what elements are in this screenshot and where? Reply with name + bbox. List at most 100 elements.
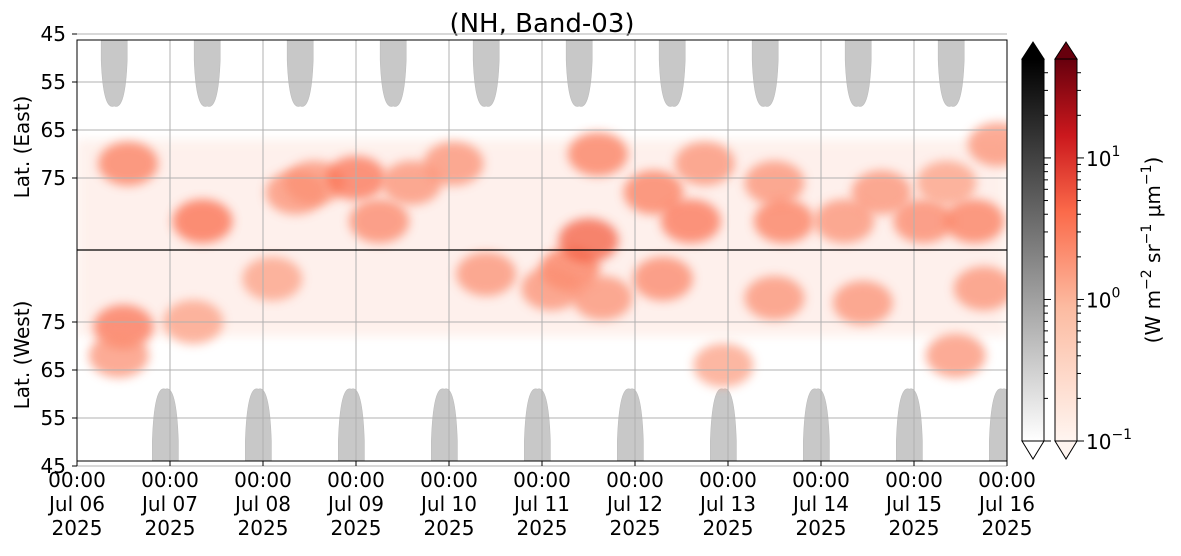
y-tick-labels: 45 55 65 75 75 65 55 45 — [41, 22, 77, 478]
x-tick-0: 00:00 Jul 06 2025 — [47, 468, 106, 540]
night-region-east-1 — [193, 40, 221, 107]
x-tick-0-line-1: Jul 06 — [47, 492, 105, 516]
y-tick-east-3: 75 — [41, 166, 66, 190]
activity-blob-17 — [558, 218, 619, 263]
activity-blob-20 — [674, 141, 735, 186]
x-tick-3-line-0: 00:00 — [327, 468, 385, 492]
x-tick-0-line-2: 2025 — [52, 516, 103, 540]
x-tick-4: 00:00 Jul 10 2025 — [419, 468, 478, 540]
colorbar-tick-base-1: 10 — [1086, 288, 1111, 312]
activity-blob-0 — [98, 141, 159, 186]
y-tick-west-2: 55 — [41, 406, 66, 430]
y-label-west: Lat. (West) — [10, 301, 34, 410]
activity-blob-34 — [967, 122, 1007, 167]
x-tick-3-line-2: 2025 — [331, 516, 382, 540]
x-tick-9-line-2: 2025 — [889, 516, 940, 540]
x-tick-8-line-0: 00:00 — [792, 468, 850, 492]
activity-blob-29 — [893, 199, 954, 244]
activity-blob-21 — [632, 256, 693, 301]
colorbar-tick-label-2: 10−1 — [1086, 427, 1132, 454]
activity-blob-22 — [693, 343, 754, 388]
x-tick-7-line-0: 00:00 — [699, 468, 757, 492]
activity-blob-23 — [744, 160, 805, 205]
activity-blob-18 — [623, 170, 684, 215]
activity-blob-9 — [349, 199, 410, 244]
x-tick-2: 00:00 Jul 08 2025 — [233, 468, 292, 540]
colorbar-tick-base-2: 10 — [1086, 430, 1111, 454]
x-tick-6-line-2: 2025 — [610, 516, 661, 540]
x-tick-3-line-1: Jul 09 — [326, 492, 384, 516]
activity-blob-15 — [572, 276, 633, 320]
night-region-east-0 — [100, 40, 128, 107]
x-tick-7: 00:00 Jul 13 2025 — [698, 468, 757, 540]
activity-blob-27 — [832, 280, 893, 325]
activity-blob-30 — [916, 160, 977, 205]
colorbar-gray-bottom-arrow — [1021, 440, 1045, 460]
night-region-east-2 — [286, 40, 314, 107]
x-tick-10-line-0: 00:00 — [978, 468, 1036, 492]
activity-blob-6 — [242, 256, 303, 301]
colorbar-reds-body — [1054, 58, 1078, 442]
night-region-east-9 — [937, 40, 965, 107]
x-tick-1-line-0: 00:00 — [141, 468, 199, 492]
colorbar-gray — [1021, 41, 1045, 460]
x-tick-1-line-2: 2025 — [145, 516, 196, 540]
colorbar-label-main: (W m — [1141, 290, 1165, 343]
x-tick-5-line-1: Jul 11 — [512, 492, 570, 516]
y-tick-east-1: 55 — [41, 70, 66, 94]
x-tick-10-line-2: 2025 — [982, 516, 1033, 540]
colorbar-label-mu: μm — [1141, 185, 1165, 224]
x-tick-5: 00:00 Jul 11 2025 — [512, 468, 571, 540]
x-tick-7-line-1: Jul 13 — [698, 492, 756, 516]
colorbar-label-exp3: −1 — [1139, 164, 1155, 185]
night-region-east-5 — [565, 40, 593, 107]
activity-blob-26 — [814, 199, 875, 244]
x-tick-7-line-2: 2025 — [703, 516, 754, 540]
y-tick-east-0: 45 — [41, 22, 66, 46]
activity-blob-33 — [953, 266, 1007, 311]
x-tick-1: 00:00 Jul 07 2025 — [140, 468, 199, 540]
activity-blob-2 — [88, 333, 149, 378]
x-tick-5-line-0: 00:00 — [513, 468, 571, 492]
night-region-east-8 — [844, 40, 872, 107]
y-tick-west-3: 45 — [41, 454, 66, 478]
y-tick-west-0: 75 — [41, 310, 66, 334]
colorbar-tick-label-0: 101 — [1086, 144, 1120, 171]
activity-blob-25 — [753, 199, 814, 244]
x-tick-9: 00:00 Jul 15 2025 — [884, 468, 943, 540]
night-regions — [100, 40, 1007, 461]
x-tick-4-line-2: 2025 — [424, 516, 475, 540]
night-region-east-7 — [751, 40, 779, 107]
x-tick-3: 00:00 Jul 09 2025 — [326, 468, 385, 540]
activity-blob-28 — [851, 170, 912, 215]
x-tick-8-line-2: 2025 — [796, 516, 847, 540]
colorbar-label-close: ) — [1141, 157, 1165, 165]
colorbar-label-exp2: −1 — [1139, 224, 1155, 245]
colorbar-gray-body — [1021, 58, 1045, 442]
colorbar-label-exp1: −2 — [1139, 269, 1155, 290]
colorbar-tick-exp-1: 0 — [1111, 285, 1120, 301]
colorbar-label-sr: sr — [1141, 244, 1165, 270]
x-tick-9-line-1: Jul 15 — [884, 492, 942, 516]
colorbar-tick-base-0: 10 — [1086, 147, 1111, 171]
x-tick-4-line-0: 00:00 — [420, 468, 478, 492]
y-tick-west-1: 65 — [41, 358, 66, 382]
x-tick-6-line-1: Jul 12 — [605, 492, 663, 516]
activity-blob-14 — [521, 266, 582, 311]
y-tick-east-2: 65 — [41, 118, 66, 142]
y-label-east: Lat. (East) — [10, 96, 34, 199]
colorbar-tick-label-1: 100 — [1086, 285, 1120, 312]
x-tick-8-line-1: Jul 14 — [791, 492, 849, 516]
x-tick-4-line-1: Jul 10 — [419, 492, 477, 516]
activity-blob-19 — [660, 199, 721, 244]
x-tick-0-line-0: 00:00 — [48, 468, 106, 492]
night-region-east-6 — [658, 40, 686, 107]
colorbar-tick-exp-0: 1 — [1111, 144, 1120, 160]
x-tick-2-line-2: 2025 — [238, 516, 289, 540]
x-tick-2-line-0: 00:00 — [234, 468, 292, 492]
x-tick-2-line-1: Jul 08 — [233, 492, 291, 516]
